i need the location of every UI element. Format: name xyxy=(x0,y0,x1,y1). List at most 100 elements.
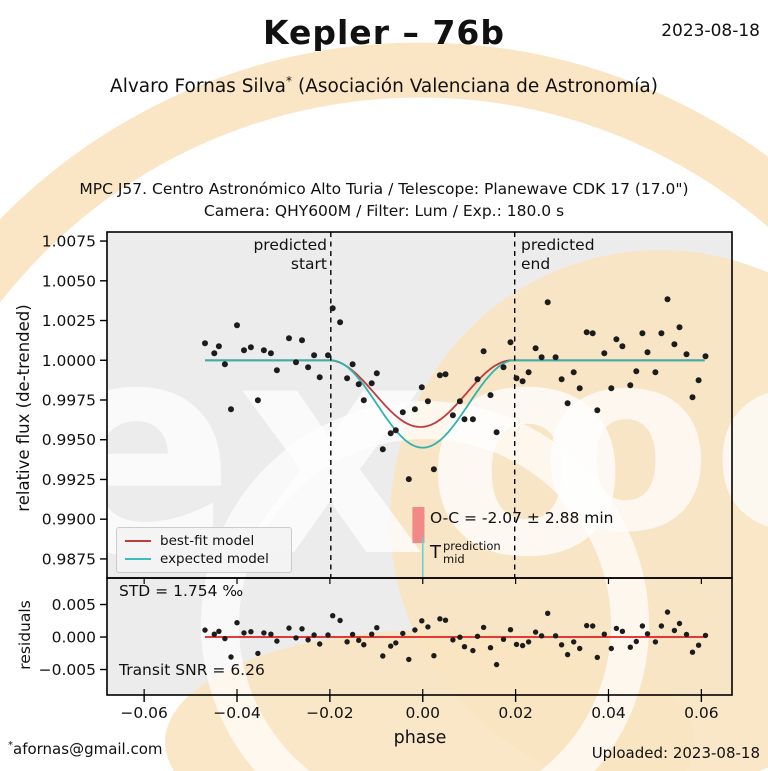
residual-data-point xyxy=(639,623,646,629)
flux-data-point xyxy=(215,343,222,350)
flux-data-point xyxy=(676,324,683,331)
author-name: Alvaro Fornas Silva xyxy=(110,76,286,98)
flux-data-point xyxy=(325,352,331,359)
predicted-start-word1: predicted xyxy=(253,236,327,254)
flux-data-point xyxy=(241,347,247,354)
footer-email: *afornas@gmail.com xyxy=(8,740,163,758)
flux-data-point xyxy=(355,381,362,388)
flux-data-point xyxy=(583,329,590,336)
residual-data-point xyxy=(356,637,362,643)
flux-data-point xyxy=(379,446,386,453)
flux-data-point xyxy=(418,384,425,391)
residual-data-point xyxy=(564,651,571,658)
residual-data-point xyxy=(487,645,494,651)
author-line: Alvaro Fornas Silva* (Asociación Valencia… xyxy=(0,74,768,97)
x-tick-label: 0.04 xyxy=(591,704,626,722)
residual-data-point xyxy=(457,634,463,640)
camera-filter-exposure-line: Camera: QHY600M / Filter: Lum / Exp.: 18… xyxy=(203,202,565,220)
residual-data-point xyxy=(577,645,583,652)
main-y-tick-label: 1.0050 xyxy=(42,272,96,290)
flux-data-point xyxy=(430,466,437,473)
bestfit-line-swatch xyxy=(125,540,151,542)
residual-data-point xyxy=(627,644,633,650)
flux-data-point xyxy=(286,335,292,342)
flux-data-point xyxy=(392,427,399,434)
residual-y-tick-label: −0.005 xyxy=(39,661,96,679)
residual-data-point xyxy=(374,625,380,631)
residual-data-point xyxy=(330,613,336,619)
flux-data-points xyxy=(202,296,709,483)
residual-data-point xyxy=(519,642,526,649)
flux-data-point xyxy=(613,336,620,343)
residual-data-point xyxy=(695,642,702,648)
residual-data-point xyxy=(393,640,399,646)
flux-data-point xyxy=(254,397,261,404)
flux-data-point xyxy=(234,322,240,329)
residual-data-point xyxy=(513,641,520,648)
residual-data-point xyxy=(613,625,620,632)
flux-data-point xyxy=(664,296,671,303)
residual-data-point xyxy=(344,639,350,645)
residual-data-point xyxy=(480,624,487,631)
residual-data-point xyxy=(594,654,600,661)
flux-data-point xyxy=(513,375,520,382)
legend-item-bestfit: best-fit model xyxy=(125,532,283,550)
flux-data-point xyxy=(299,337,305,344)
flux-data-point xyxy=(349,361,356,368)
y-axis-label-residuals: residuals xyxy=(16,600,34,670)
y-axis-label-main: relative flux (de-trended) xyxy=(14,304,33,512)
flux-data-point xyxy=(311,352,318,359)
legend: best-fit model expected model xyxy=(116,527,292,573)
x-tick-label: −0.04 xyxy=(213,704,261,722)
flux-data-point xyxy=(671,341,678,348)
uploaded-date: Uploaded: 2023-08-18 xyxy=(591,744,760,762)
x-tick-label: 0.00 xyxy=(405,704,440,722)
flux-data-point xyxy=(337,319,344,326)
flux-data-point xyxy=(594,407,601,414)
main-y-tick-label: 0.9925 xyxy=(42,471,96,489)
observatory-telescope-line: MPC J57. Centro Astronómico Alto Turia /… xyxy=(79,180,689,198)
legend-item-expected: expected model xyxy=(125,550,283,568)
residual-data-point xyxy=(474,633,481,639)
residual-data-point xyxy=(380,653,386,659)
residual-data-point xyxy=(525,639,532,645)
flux-data-point xyxy=(519,378,526,385)
flux-data-point xyxy=(461,416,468,423)
main-y-tick-label: 0.9975 xyxy=(42,391,96,409)
watermark-ring-arc xyxy=(0,42,768,303)
residual-data-point xyxy=(268,631,274,637)
predicted-start-word2: start xyxy=(290,255,327,273)
residual-data-point xyxy=(286,625,292,631)
expected-line-swatch xyxy=(125,558,151,560)
residual-data-point xyxy=(222,635,228,642)
legend-label-bestfit: best-fit model xyxy=(160,533,255,549)
residual-data-point xyxy=(255,650,261,657)
flux-data-point xyxy=(247,344,254,351)
flux-data-point xyxy=(405,476,412,483)
residual-data-point xyxy=(325,632,331,638)
residual-data-point xyxy=(437,616,443,622)
flux-data-point xyxy=(273,367,280,374)
predicted-end-label: predicted end xyxy=(521,236,631,274)
residual-data-point xyxy=(571,639,577,645)
residual-data-point xyxy=(431,653,437,659)
flux-data-point xyxy=(221,361,228,368)
flux-data-point xyxy=(689,394,696,401)
flux-data-point xyxy=(652,369,659,376)
residual-data-point xyxy=(671,627,678,634)
residual-data-point xyxy=(633,638,639,645)
residual-data-points xyxy=(202,609,709,668)
residual-data-point xyxy=(317,641,323,647)
x-tick-label: −0.06 xyxy=(120,704,168,722)
residual-data-point xyxy=(241,630,247,636)
flux-data-point xyxy=(329,305,336,312)
residual-data-point xyxy=(234,620,240,626)
residual-data-point xyxy=(299,626,305,632)
flux-data-point xyxy=(601,350,608,357)
predicted-start-label: predicted start xyxy=(227,236,327,274)
flux-data-point xyxy=(368,380,375,387)
watermark-bottom-blob xyxy=(165,630,695,771)
flux-data-point xyxy=(399,409,406,416)
flux-data-point xyxy=(702,353,709,360)
